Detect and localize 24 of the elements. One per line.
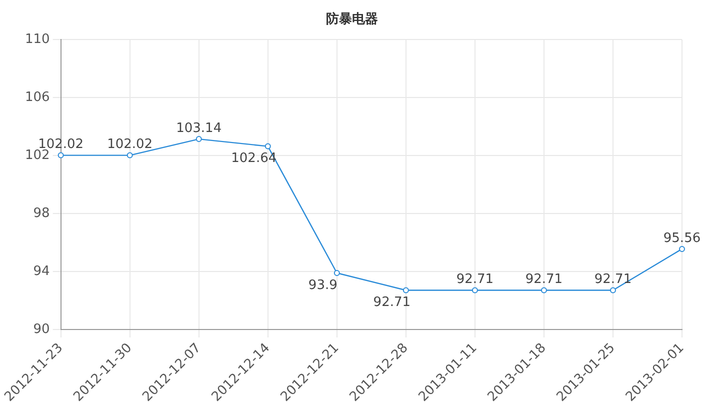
point xyxy=(472,287,478,294)
point xyxy=(126,152,133,158)
chart-title: 防暴电器 xyxy=(326,11,378,28)
y-tick-label: 106 xyxy=(24,90,50,105)
y-tick-label: 94 xyxy=(33,264,50,279)
point xyxy=(610,287,616,294)
data-label: 92.71 xyxy=(594,272,632,288)
data-label: 93.9 xyxy=(308,278,338,293)
point xyxy=(264,143,271,150)
y-tick-label: 98 xyxy=(33,206,50,221)
data-label: 103.14 xyxy=(176,120,222,136)
y-tick-label: 110 xyxy=(24,32,50,47)
data-label: 92.71 xyxy=(456,272,494,288)
point xyxy=(679,246,685,252)
point xyxy=(334,270,340,276)
point xyxy=(58,152,64,158)
data-label: 92.71 xyxy=(373,295,411,310)
data-label: 95.56 xyxy=(663,230,701,246)
point xyxy=(196,136,202,142)
data-label: 92.71 xyxy=(525,272,563,288)
point xyxy=(402,287,409,294)
point xyxy=(540,287,547,294)
y-tick-label: 90 xyxy=(33,322,50,337)
data-label: 102.02 xyxy=(107,137,153,152)
